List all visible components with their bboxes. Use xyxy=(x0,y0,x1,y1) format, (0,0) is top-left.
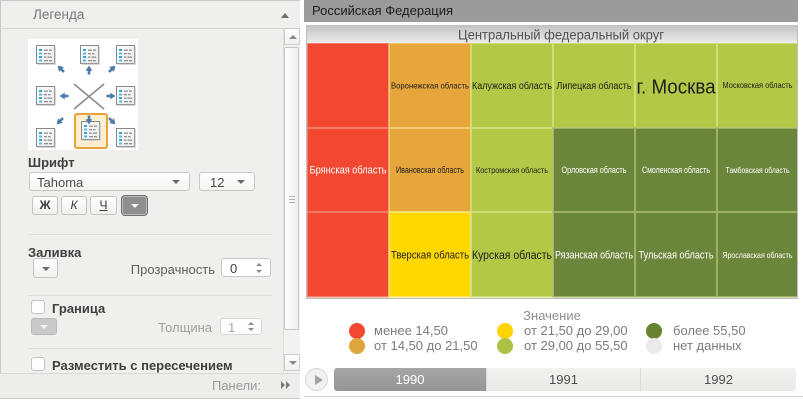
svg-text:Тамбовская область: Тамбовская область xyxy=(726,165,790,175)
svg-text:Центральный федеральный округ: Центральный федеральный округ xyxy=(458,28,664,43)
svg-text:Московская область: Московская область xyxy=(723,81,793,90)
svg-text:Ярославская область: Ярославская область xyxy=(723,250,793,260)
svg-text:Воронежская область: Воронежская область xyxy=(391,81,470,91)
svg-text:Тверская область: Тверская область xyxy=(391,250,469,262)
svg-text:Смоленская область: Смоленская область xyxy=(642,165,710,175)
svg-text:Липецкая область: Липецкая область xyxy=(557,80,632,92)
svg-text:Костромская область: Костромская область xyxy=(476,165,548,175)
svg-text:Ивановская область: Ивановская область xyxy=(396,165,464,175)
svg-text:Брянская область: Брянская область xyxy=(310,165,387,177)
svg-text:Курская область: Курская область xyxy=(472,248,552,262)
svg-text:Орловская область: Орловская область xyxy=(562,165,627,175)
svg-text:Тульская область: Тульская область xyxy=(639,250,714,262)
svg-text:Калужская область: Калужская область xyxy=(472,80,552,92)
svg-text:г. Москва: г. Москва xyxy=(637,77,717,99)
svg-text:Рязанская область: Рязанская область xyxy=(555,250,633,262)
